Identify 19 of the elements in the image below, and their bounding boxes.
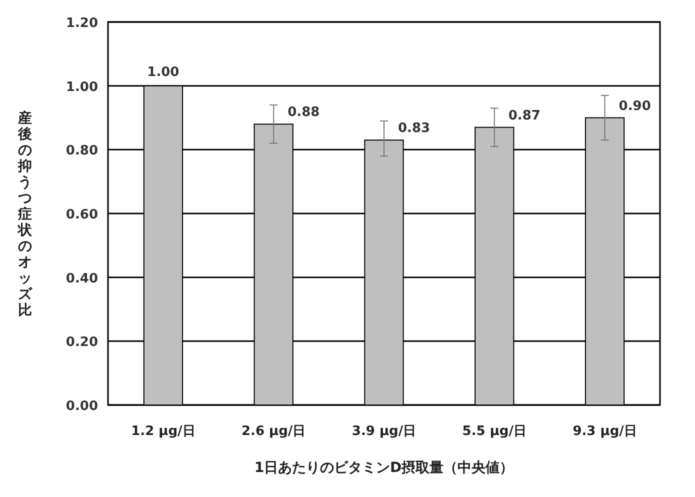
data-label: 0.87 [508, 108, 540, 124]
y-tick-label: 0.60 [66, 208, 98, 222]
text: 産後の抑うつ症状のオッズ比 [18, 110, 32, 318]
x-tick-label: 3.9 μg/日 [352, 424, 416, 439]
data-label: 0.88 [288, 105, 320, 120]
x-tick-label: 9.3 μg/日 [572, 424, 637, 439]
data-label: 0.83 [398, 121, 430, 136]
y-tick-label: 1.20 [66, 16, 98, 31]
x-tick-label: 1.2 μg/日 [131, 424, 196, 439]
data-label: 0.90 [618, 98, 651, 114]
x-axis-title: 1日あたりのビタミンD摂取量（中央値） [254, 460, 514, 476]
x-tick-label: 5.5 μg/日 [462, 424, 526, 439]
y-tick-label: 0.80 [66, 144, 98, 159]
x-tick-label: 2.6 μg/日 [242, 424, 306, 439]
y-tick-label: 0.40 [66, 271, 98, 286]
data-label: 1.00 [147, 64, 180, 80]
y-tick-label: 0.00 [66, 399, 98, 414]
y-tick-label: 1.00 [66, 80, 98, 95]
y-tick-label: 0.20 [66, 335, 98, 350]
